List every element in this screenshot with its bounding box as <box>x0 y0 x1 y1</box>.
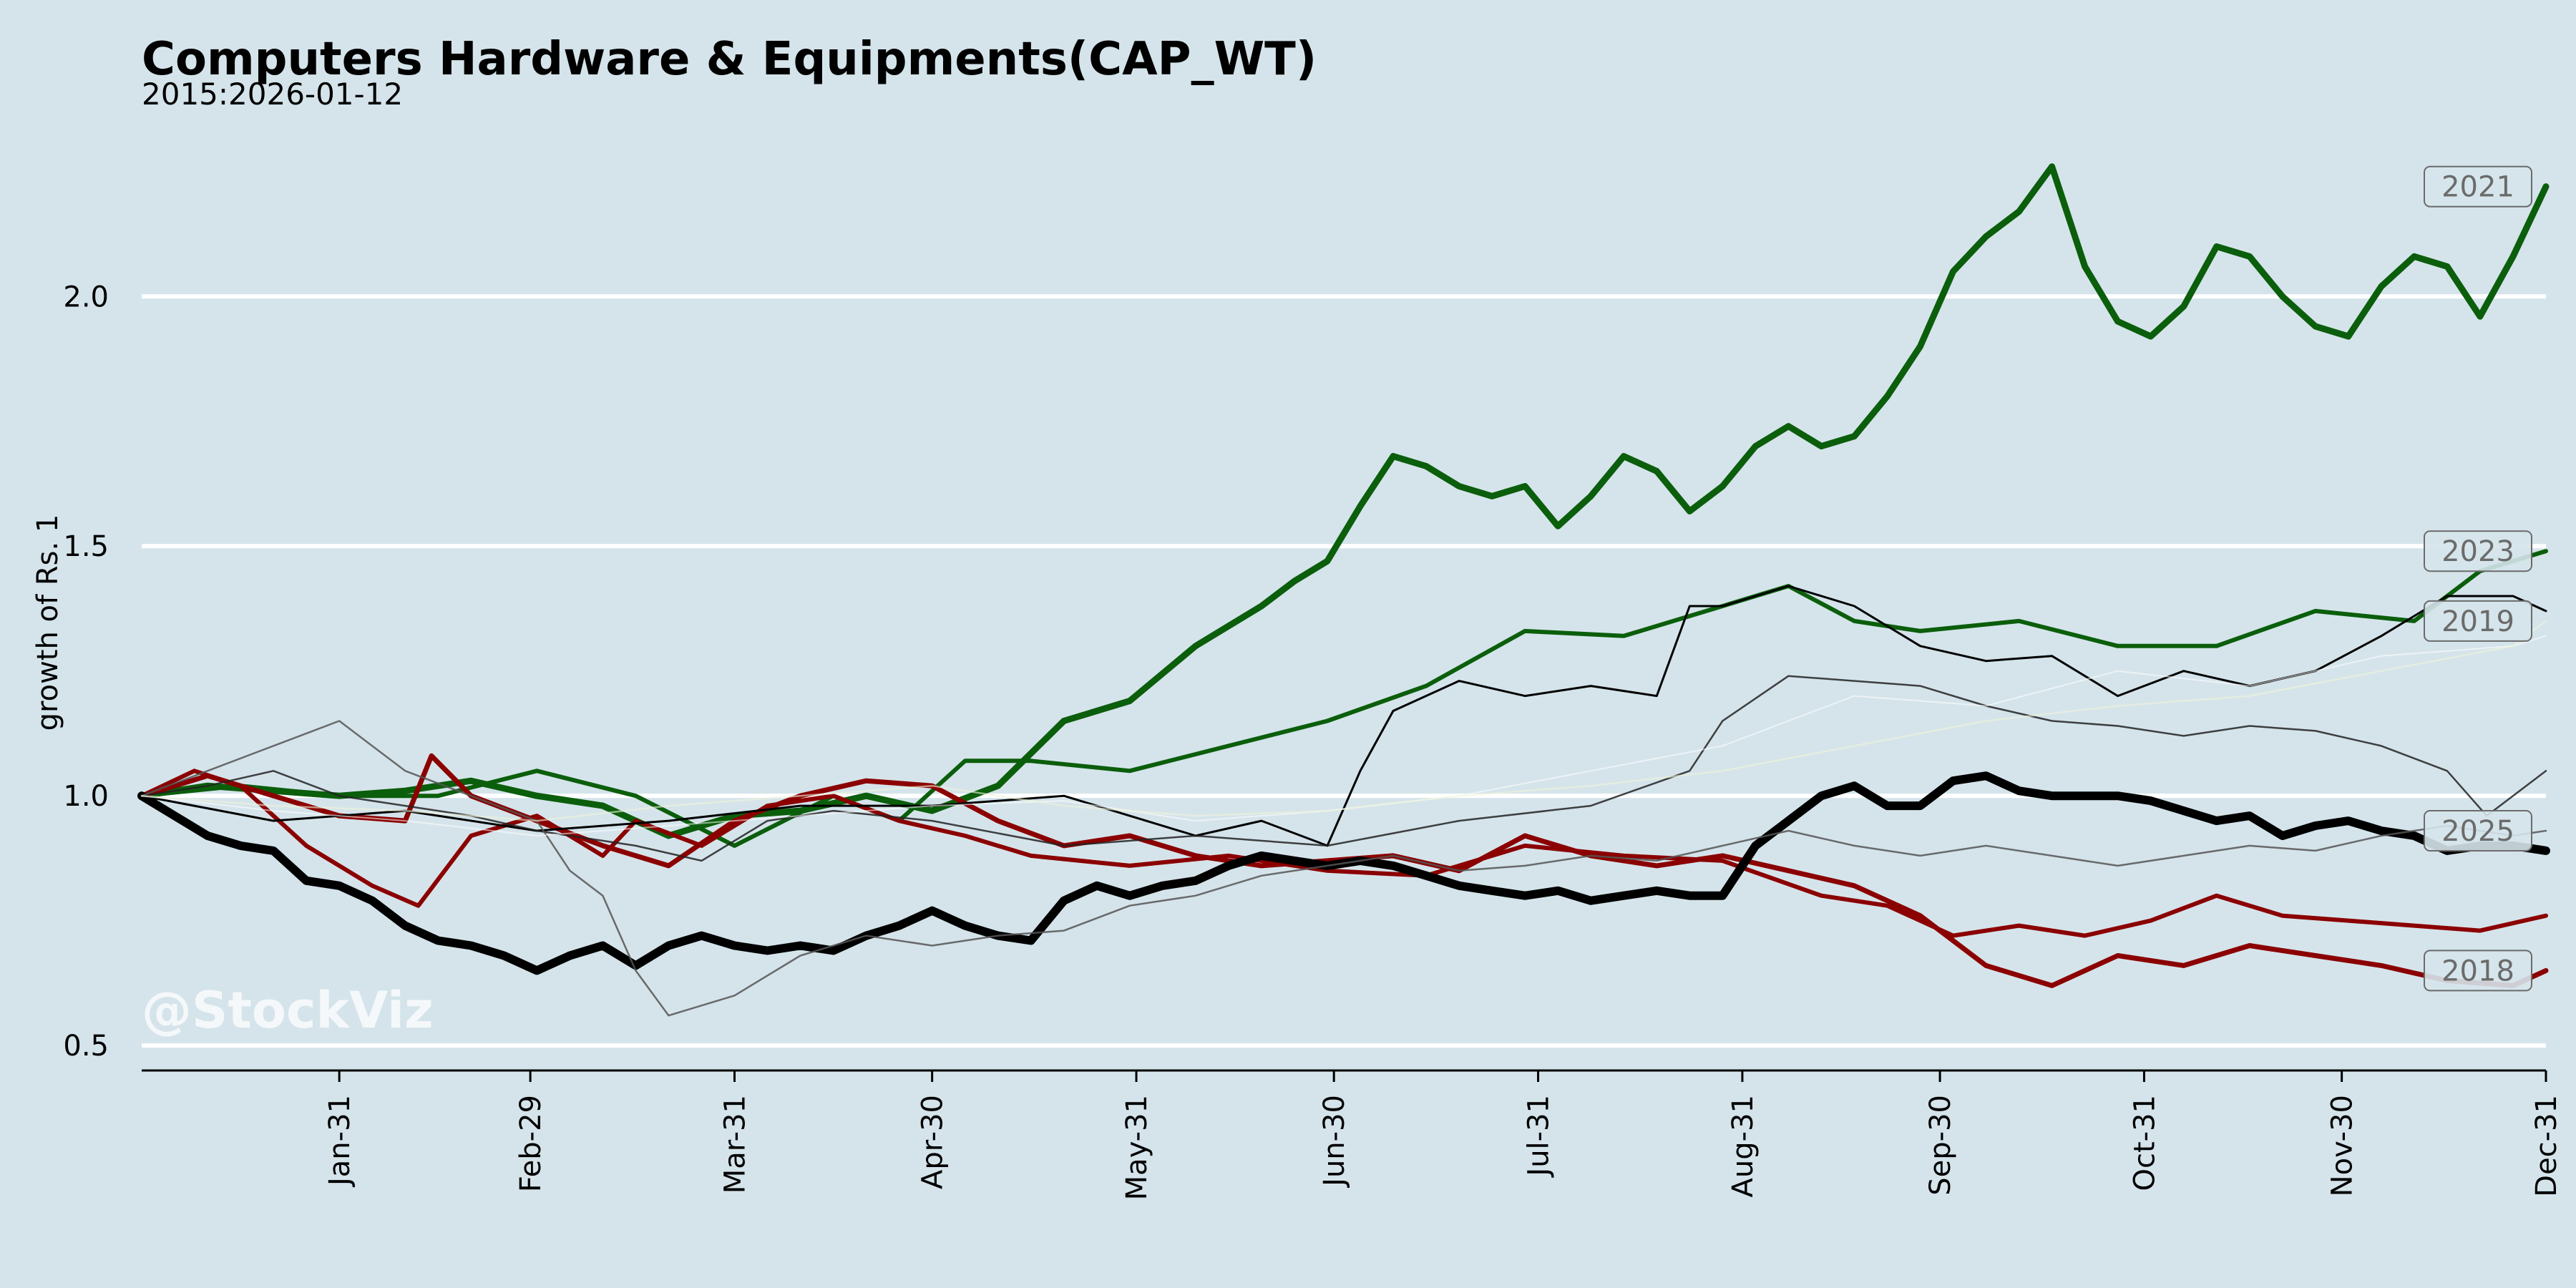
x-tick-label: Jun-30 <box>1318 1095 1351 1189</box>
series-label-box <box>2424 530 2532 572</box>
y-tick-label: 0.5 <box>63 1030 109 1063</box>
x-tick-label: May-31 <box>1121 1095 1153 1200</box>
x-tick-label: Aug-31 <box>1727 1095 1760 1197</box>
series-line-2023 <box>140 549 2548 848</box>
x-tick-label: Jul-31 <box>1523 1095 1556 1179</box>
y-tick-label: 2.0 <box>63 280 109 313</box>
y-tick-label: 1.5 <box>63 530 109 563</box>
x-tick-label: Jan-31 <box>323 1095 356 1188</box>
series-label: 2021 <box>2441 171 2514 204</box>
series-label-box <box>2424 600 2532 642</box>
series-line-2020 <box>140 769 2548 938</box>
x-tick-label: Sep-30 <box>1924 1095 1957 1196</box>
series-labels: 2021 2023 2018 2025 2019 <box>2424 165 2532 992</box>
series-label-box <box>2424 165 2532 208</box>
series-line-2017 <box>140 720 2547 1017</box>
x-tick-label: Dec-31 <box>2530 1095 2563 1197</box>
series-label-box <box>2424 810 2532 852</box>
series-label: 2018 <box>2441 955 2514 987</box>
series-line-2025 <box>140 585 2547 847</box>
y-tick-label: 1.0 <box>63 780 109 813</box>
series-label-box <box>2424 950 2532 992</box>
series-line-2019 <box>140 620 2547 822</box>
x-ticks: Jan-31 Feb-29 Mar-31 Apr-30 May-31 Jun-30 Jul-… <box>323 1070 2563 1200</box>
y-ticks: 0.5 1.0 1.5 2.0 <box>63 280 109 1063</box>
x-tick-label: Apr-30 <box>917 1095 950 1189</box>
x-tick-label: Mar-31 <box>718 1095 751 1194</box>
chart-title: Computers Hardware & Equipments(CAP_WT) <box>142 33 1317 86</box>
series-layer <box>137 163 2550 1017</box>
y-axis-label: growth of Rs. 1 <box>31 514 64 731</box>
series-line-2016 <box>140 675 2547 862</box>
series-label: 2019 <box>2441 605 2514 638</box>
chart-subtitle: 2015:2026-01-12 <box>142 77 403 112</box>
x-tick-label: Oct-31 <box>2128 1095 2161 1191</box>
series-label: 2025 <box>2441 815 2514 848</box>
watermark: @StockViz <box>142 981 434 1040</box>
x-tick-label: Nov-30 <box>2326 1095 2359 1196</box>
x-tick-label: Feb-29 <box>514 1095 547 1192</box>
series-label: 2023 <box>2441 535 2514 568</box>
